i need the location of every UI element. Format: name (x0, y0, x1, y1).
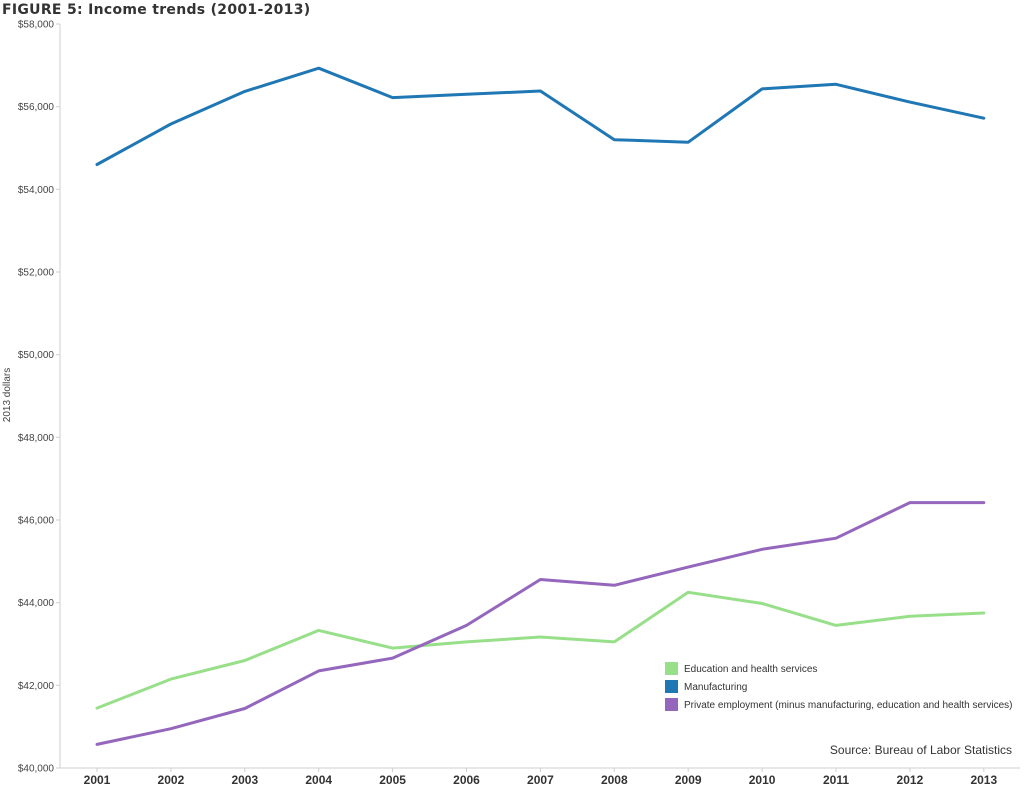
x-tick-label: 2009 (675, 773, 702, 787)
y-tick-label: $52,000 (18, 268, 55, 279)
x-tick-label: 2005 (379, 773, 406, 787)
x-tick-label: 2011 (823, 773, 849, 787)
series-lines (95, 66, 986, 746)
y-tick-label: $46,000 (18, 516, 55, 527)
x-tick-label: 2010 (749, 773, 776, 787)
y-axis-label: 2013 dollars (2, 368, 13, 422)
x-tick-label: 2008 (601, 773, 628, 787)
legend: Education and health services Manufacturi… (665, 662, 1013, 711)
x-tick-label: 2012 (897, 773, 924, 787)
y-tick-label: $44,000 (18, 598, 55, 609)
legend-swatch (665, 680, 678, 693)
y-tick-label: $40,000 (18, 764, 55, 775)
y-tick-label: $58,000 (18, 20, 55, 31)
legend-label: Manufacturing (684, 682, 747, 693)
series-line-1 (95, 590, 986, 710)
y-tick-label: $48,000 (18, 433, 55, 444)
legend-label: Private employment (minus manufacturing,… (684, 700, 1013, 711)
x-tick-label: 2002 (158, 773, 185, 787)
y-tick-label: $54,000 (18, 185, 55, 196)
axes: $40,000 $42,000 $44,000 $46,000 $48,000 $50,0… (18, 20, 1020, 787)
legend-swatch (665, 662, 678, 675)
x-tick-label: 2006 (453, 773, 480, 787)
series-line-2 (95, 66, 986, 166)
y-tick-label: $50,000 (18, 350, 55, 361)
x-tick-label: 2003 (231, 773, 258, 787)
source-annotation: Source: Bureau of Labor Statistics (830, 743, 1012, 757)
y-tick-label: $42,000 (18, 681, 55, 692)
legend-label: Education and health services (684, 664, 817, 675)
y-tick-label: $56,000 (18, 102, 55, 113)
x-tick-label: 2001 (84, 773, 111, 787)
chart-title: FIGURE 5: Income trends (2001-2013) (2, 2, 311, 18)
series-line-3 (95, 501, 986, 746)
x-tick-label: 2004 (305, 773, 332, 787)
legend-swatch (665, 698, 678, 711)
x-tick-label: 2013 (970, 773, 997, 787)
x-tick-label: 2007 (527, 773, 554, 787)
